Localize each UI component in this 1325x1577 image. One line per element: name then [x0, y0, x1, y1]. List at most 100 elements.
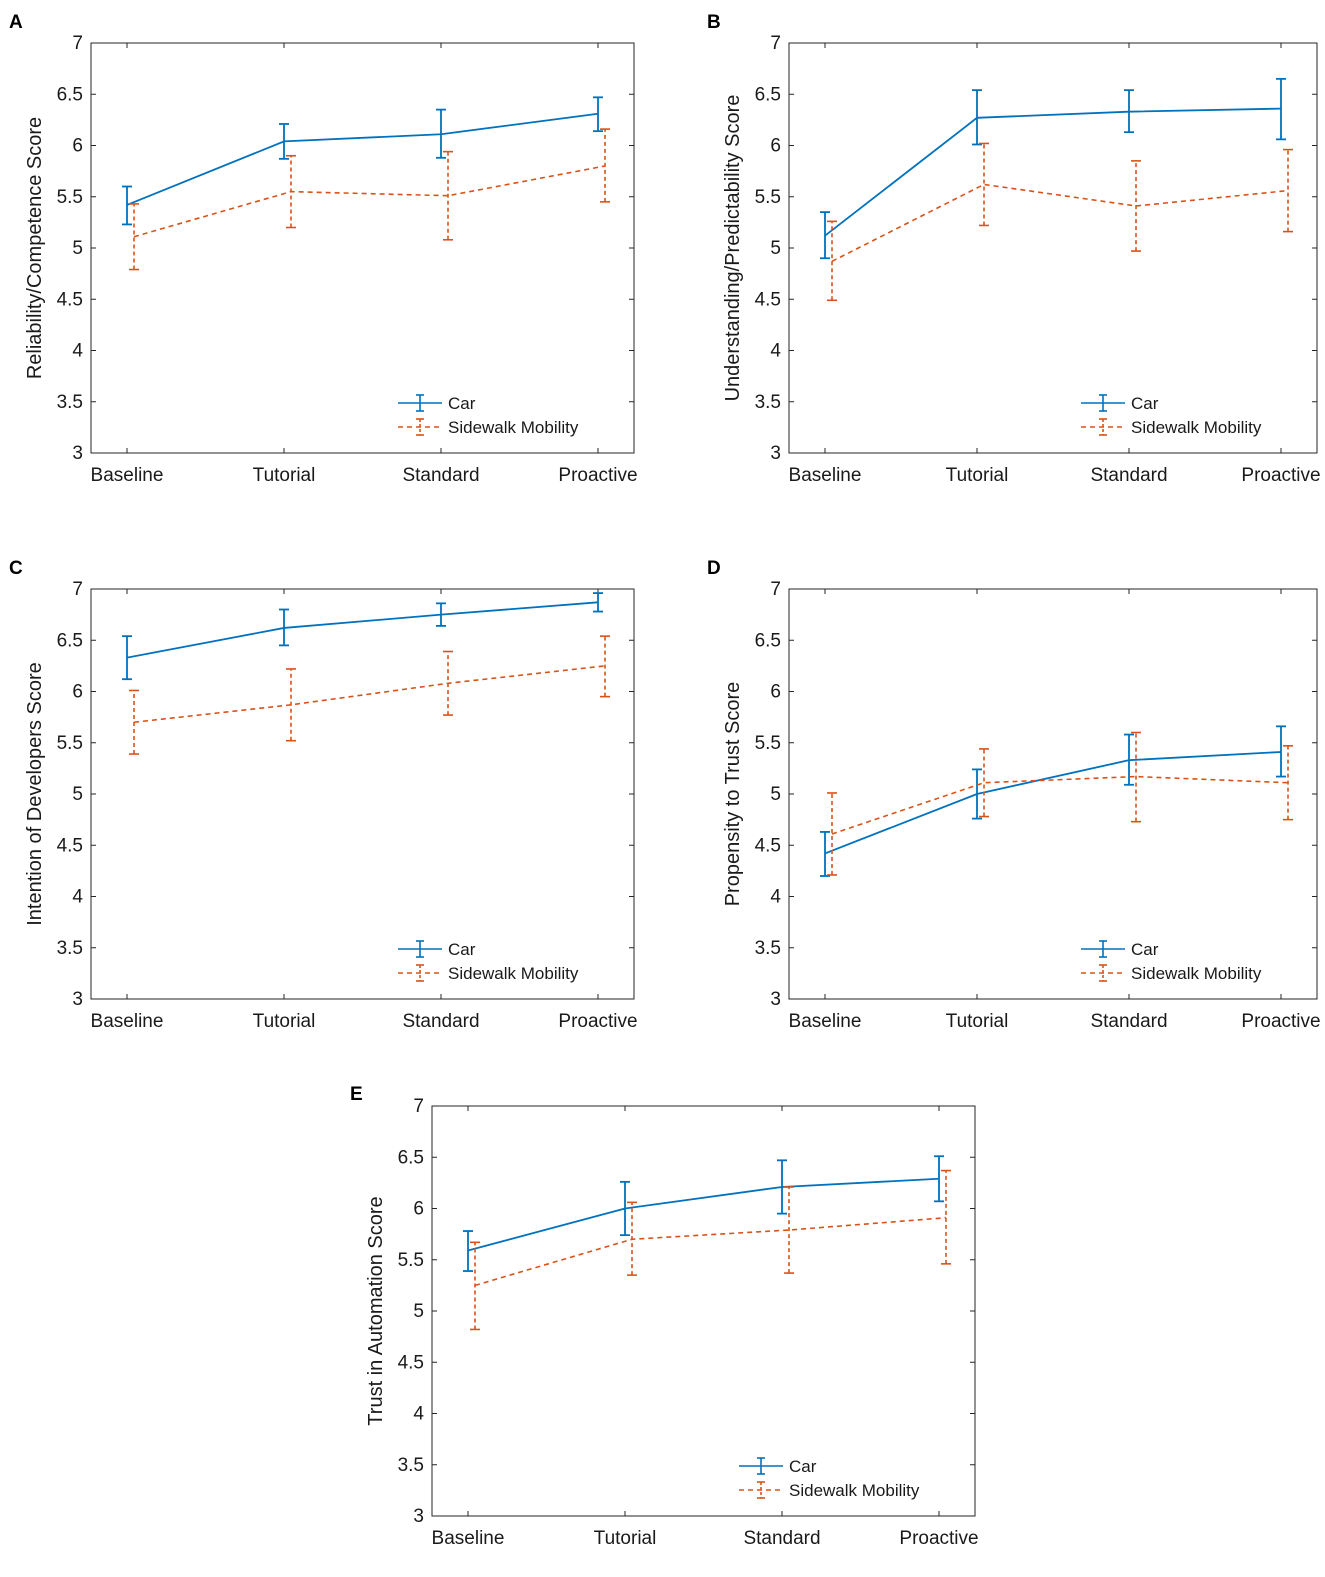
panel-d: D 3 3.5 4 4.5 5 5.5 6 6.5 7 Baseline Tutorial Standa… — [707, 558, 1321, 1032]
y-tick-label: 4 — [72, 341, 83, 362]
y-tick-label: 5.5 — [57, 733, 83, 754]
series-line — [824, 107, 1282, 237]
series-car — [463, 1155, 944, 1272]
x-tick-label: Tutorial — [594, 1528, 657, 1549]
x-tick-label: Proactive — [558, 1011, 637, 1032]
y-tick-label: 5 — [770, 784, 781, 805]
panel-letter: E — [350, 1084, 363, 1105]
x-tick-label: Standard — [1090, 465, 1167, 486]
panel-a: A 3 3.5 4 4.5 5 5.5 6 6.5 7 Baseline Tutorial Standa… — [9, 12, 638, 486]
series-sidewalk-mobility — [129, 128, 610, 271]
y-tick-label: 4.5 — [755, 289, 781, 310]
y-tick-label: 6.5 — [57, 84, 83, 105]
y-tick-label: 4.5 — [57, 835, 83, 856]
y-tick-label: 5.5 — [57, 187, 83, 208]
series-sidewalk-mobility — [827, 142, 1293, 302]
legend: Car Sidewalk Mobility — [1081, 940, 1262, 983]
y-tick-label: 3 — [770, 989, 781, 1010]
series-line — [133, 165, 606, 238]
legend: Car Sidewalk Mobility — [398, 940, 579, 983]
y-tick-label: 6 — [770, 682, 781, 703]
y-tick-label: 4 — [770, 887, 781, 908]
axes-box — [90, 588, 635, 1000]
y-tick-label: 3.5 — [57, 938, 83, 959]
y-tick-label: 7 — [72, 33, 83, 54]
y-tick-label: 4 — [770, 341, 781, 362]
x-tick-label: Proactive — [558, 465, 637, 486]
x-tick-label: Baseline — [91, 465, 164, 486]
series-car — [122, 96, 603, 226]
y-tick-label: 5 — [413, 1301, 424, 1322]
y-tick-label: 7 — [72, 579, 83, 600]
y-tick-label: 5.5 — [755, 187, 781, 208]
y-axis-label: Understanding/Predictability Score — [722, 95, 744, 402]
y-tick-label: 6 — [72, 682, 83, 703]
y-tick-label: 5 — [72, 784, 83, 805]
legend-label: Sidewalk Mobility — [1131, 418, 1262, 437]
y-tick-label: 7 — [770, 33, 781, 54]
panel-letter: B — [707, 12, 721, 33]
x-tick-label: Baseline — [91, 1011, 164, 1032]
series-line — [831, 775, 1289, 835]
x-tick-label: Baseline — [789, 1011, 862, 1032]
y-tick-label: 5.5 — [398, 1250, 424, 1271]
series-car — [122, 592, 603, 681]
legend: Car Sidewalk Mobility — [1081, 394, 1262, 437]
y-tick-label: 4.5 — [398, 1352, 424, 1373]
legend-label: Sidewalk Mobility — [448, 964, 579, 983]
y-tick-label: 6.5 — [755, 630, 781, 651]
legend-label: Car — [789, 1457, 817, 1476]
x-tick-label: Standard — [402, 465, 479, 486]
y-tick-label: 4.5 — [57, 289, 83, 310]
series-line — [824, 751, 1282, 855]
series-line — [831, 183, 1289, 263]
panel-letter: C — [9, 558, 23, 579]
legend-label: Sidewalk Mobility — [789, 1481, 920, 1500]
y-tick-label: 6 — [72, 136, 83, 157]
axes-box — [788, 42, 1318, 454]
y-tick-label: 3.5 — [755, 938, 781, 959]
x-tick-label: Tutorial — [253, 1011, 316, 1032]
y-tick-label: 4 — [413, 1404, 424, 1425]
series-sidewalk-mobility — [470, 1169, 951, 1331]
legend-label: Car — [448, 394, 476, 413]
legend: Car Sidewalk Mobility — [739, 1457, 920, 1500]
x-tick-label: Tutorial — [253, 465, 316, 486]
y-tick-label: 7 — [770, 579, 781, 600]
y-tick-label: 3 — [72, 443, 83, 464]
y-tick-label: 3 — [770, 443, 781, 464]
series-car — [820, 725, 1286, 877]
y-tick-label: 7 — [413, 1096, 424, 1117]
x-tick-label: Tutorial — [946, 465, 1009, 486]
series-line — [126, 601, 599, 659]
panel-b: B 3 3.5 4 4.5 5 5.5 6 6.5 7 Baseline Tutorial Standa… — [707, 12, 1321, 486]
legend-label: Car — [448, 940, 476, 959]
y-tick-label: 3 — [413, 1506, 424, 1527]
legend-label: Sidewalk Mobility — [448, 418, 579, 437]
x-tick-label: Baseline — [789, 465, 862, 486]
y-tick-label: 3.5 — [57, 392, 83, 413]
panel-letter: D — [707, 558, 721, 579]
x-tick-label: Proactive — [899, 1528, 978, 1549]
y-tick-label: 6.5 — [57, 630, 83, 651]
x-tick-label: Standard — [1090, 1011, 1167, 1032]
series-line — [474, 1216, 947, 1287]
series-line — [126, 112, 599, 206]
y-tick-label: 3.5 — [755, 392, 781, 413]
y-tick-label: 6 — [770, 136, 781, 157]
series-line — [467, 1177, 940, 1252]
panel-c: C 3 3.5 4 4.5 5 5.5 6 6.5 7 Baseline Tutorial Standa… — [9, 558, 638, 1032]
x-tick-label: Tutorial — [946, 1011, 1009, 1032]
axes-box — [90, 42, 635, 454]
y-axis-label: Reliability/Competence Score — [24, 117, 46, 379]
series-sidewalk-mobility — [129, 635, 610, 755]
y-tick-label: 5 — [770, 238, 781, 259]
legend-label: Car — [1131, 940, 1159, 959]
y-tick-label: 5.5 — [755, 733, 781, 754]
y-axis-label: Intention of Developers Score — [24, 662, 46, 926]
axes-box — [788, 588, 1318, 1000]
series-car — [820, 77, 1286, 260]
y-axis-label: Trust in Automation Score — [365, 1196, 387, 1425]
series-sidewalk-mobility — [827, 731, 1293, 876]
